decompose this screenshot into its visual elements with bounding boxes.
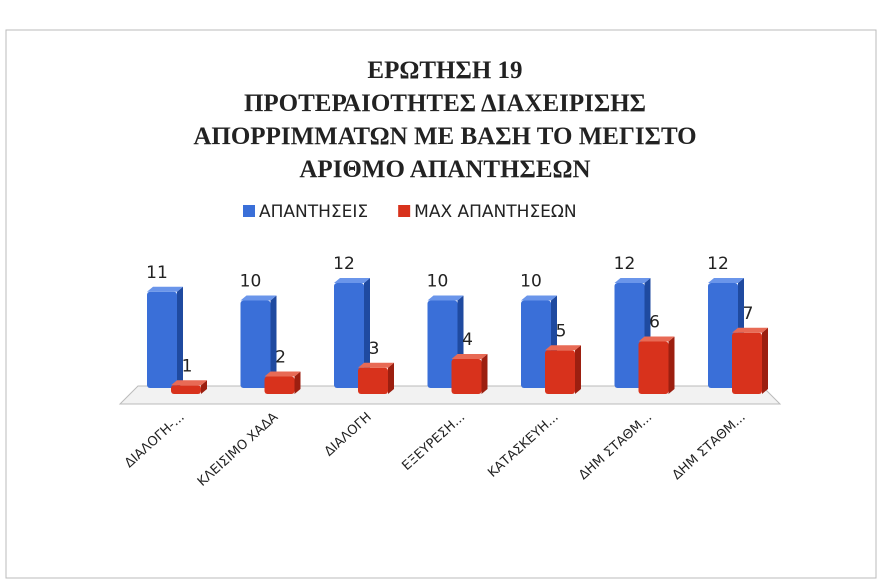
bar xyxy=(171,380,207,394)
bar xyxy=(358,362,394,394)
value-label: 12 xyxy=(707,254,729,274)
chart-title: ΕΡΩΤΗΣΗ 19 xyxy=(367,57,522,84)
value-label: 1 xyxy=(182,356,193,376)
legend-label: ΜΑΧ ΑΠΑΝΤΗΣΕΩΝ xyxy=(414,202,576,222)
bar xyxy=(264,371,301,394)
chart-title: ΠΡΟΤΕΡΑΙΟΤΗΤΕΣ ΔΙΑΧΕΙΡΙΣΗΣ xyxy=(244,90,646,117)
bar xyxy=(732,327,768,394)
value-label: 2 xyxy=(275,348,286,368)
legend-swatch xyxy=(243,205,255,217)
value-label: 6 xyxy=(649,313,660,333)
bar xyxy=(545,345,581,394)
value-label: 11 xyxy=(146,263,168,283)
legend-label: ΑΠΑΝΤΗΣΕΙΣ xyxy=(259,202,368,222)
value-label: 12 xyxy=(614,254,636,274)
legend-swatch xyxy=(398,205,411,217)
bar xyxy=(334,278,370,388)
value-label: 5 xyxy=(556,321,567,341)
chart-title: ΑΠΟΡΡΙΜΜΑΤΩΝ ΜΕ ΒΑΣΗ ΤΟ ΜΕΓΙΣΤΟ xyxy=(193,123,696,150)
floor xyxy=(118,385,782,405)
bar xyxy=(451,354,488,394)
value-label: 4 xyxy=(462,330,473,350)
value-label: 10 xyxy=(240,272,262,292)
bar xyxy=(147,286,183,388)
value-label: 3 xyxy=(369,339,380,359)
chart-title: ΑΡΙΘΜΟ ΑΠΑΝΤΗΣΕΩΝ xyxy=(299,156,590,183)
value-label: 7 xyxy=(743,304,754,324)
bar xyxy=(240,295,277,388)
value-label: 10 xyxy=(427,272,449,292)
bar xyxy=(638,336,675,394)
value-label: 10 xyxy=(520,272,542,292)
value-label: 12 xyxy=(333,254,355,274)
